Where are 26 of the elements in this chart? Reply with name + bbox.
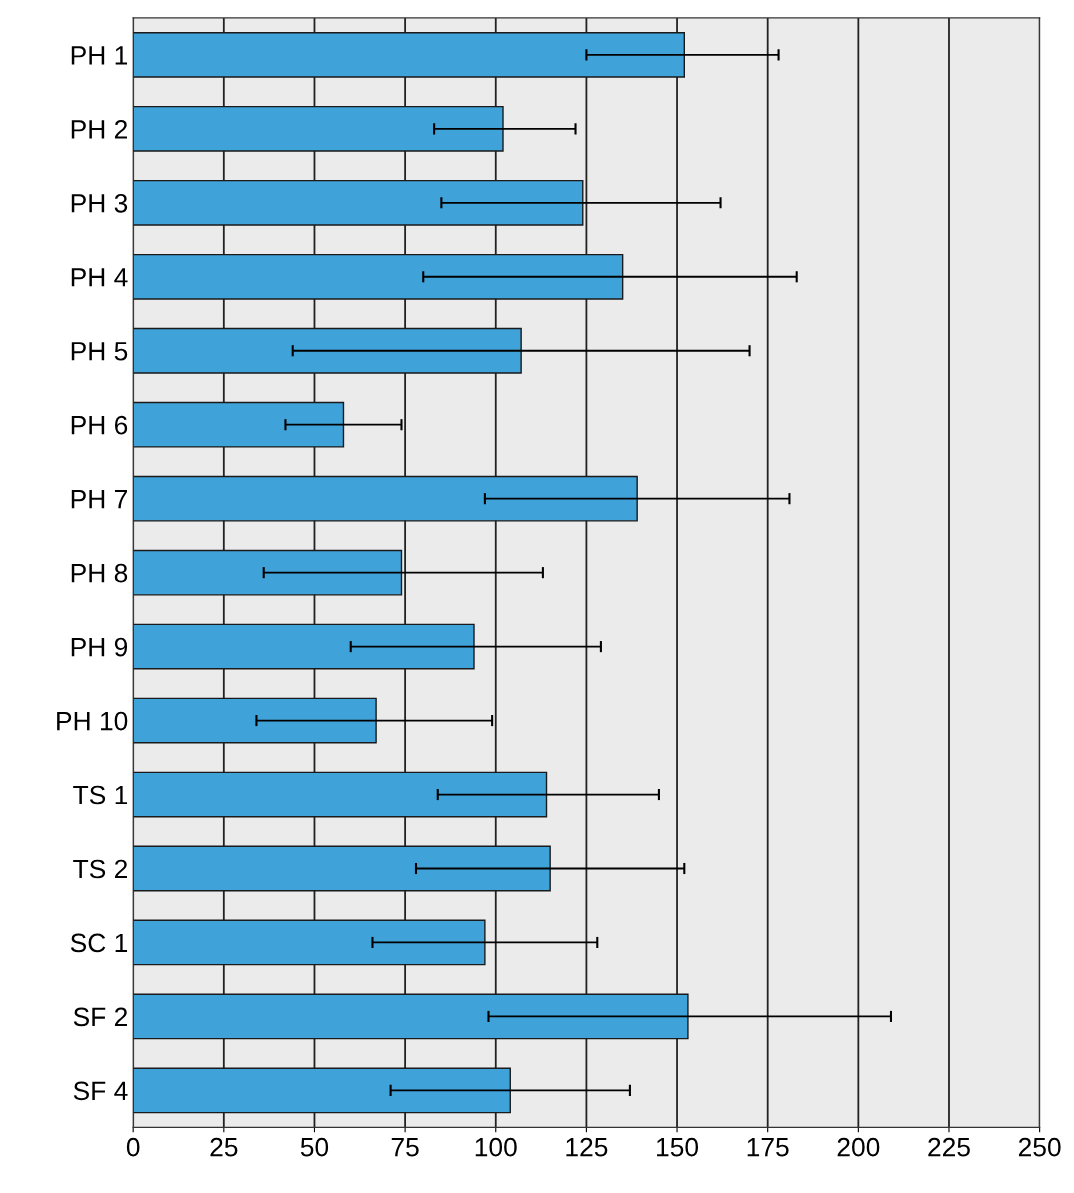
y-tick-label: PH 5 — [71, 342, 128, 361]
y-tick-label: PH 10 — [57, 711, 128, 731]
y-tick-label: PH 9 — [71, 637, 128, 657]
y-tick-label: PH 1 — [71, 46, 128, 65]
x-tick-label: 150 — [657, 1137, 699, 1157]
y-tick-label: SF 4 — [73, 1081, 128, 1101]
x-tick-label: 0 — [126, 1137, 140, 1157]
y-tick-label: TS 1 — [73, 785, 128, 805]
y-tick-label: PH 8 — [71, 563, 128, 583]
x-tick-label: 250 — [1018, 1137, 1061, 1157]
y-tick-label: PH 7 — [71, 490, 127, 509]
x-tick-label: 175 — [747, 1138, 789, 1157]
y-tick-label: PH 2 — [71, 119, 127, 139]
y-tick-label: TS 2 — [73, 859, 127, 879]
x-tick-label: 200 — [837, 1137, 880, 1157]
y-tick-label: SF 2 — [73, 1007, 127, 1027]
y-tick-label: SC 1 — [70, 933, 128, 953]
x-tick-label: 100 — [475, 1137, 517, 1157]
x-tick-label: 225 — [928, 1137, 970, 1157]
y-tick-label: PH 3 — [71, 193, 128, 213]
x-tick-label: 125 — [566, 1137, 608, 1157]
x-tick-label: 25 — [210, 1137, 238, 1157]
y-tick-label: PH 6 — [71, 415, 128, 435]
x-tick-label: 75 — [391, 1138, 419, 1157]
y-tick-label: PH 4 — [71, 268, 128, 287]
x-tick-label: 50 — [300, 1137, 329, 1157]
